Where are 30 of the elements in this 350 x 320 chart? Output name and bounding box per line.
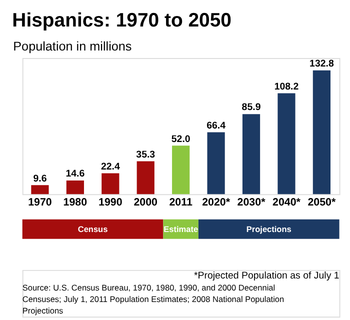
data-label: 85.9 [242,102,262,114]
data-label: 9.6 [33,173,48,184]
text: *Projected Population as of July 1 [194,270,340,282]
x-tick-label: 2020* [202,196,231,208]
bar [278,93,296,194]
chart-title: Hispanics: 1970 to 2050 [12,9,232,32]
data-label: 132.8 [310,58,334,70]
x-tick-label: 1990 [98,196,122,208]
x-tick-label: 2030* [237,196,266,208]
bar [207,132,225,194]
bar [172,146,190,194]
bar [242,114,260,194]
x-tick-label: 1980 [63,196,88,208]
bar [31,185,49,194]
data-label: 108.2 [274,81,300,92]
data-label: 22.4 [100,161,120,172]
bar [102,173,120,194]
data-label: 66.4 [206,120,226,132]
bar [136,161,154,194]
x-tick-label: 2050* [308,196,337,208]
bar [66,180,84,194]
data-label: 52.0 [171,134,190,145]
x-tick-label: 2040* [272,196,302,208]
data-label: 35.3 [136,149,156,160]
data-label: 14.6 [66,168,86,180]
x-tick-label: 2011 [169,196,192,208]
bar [312,70,330,194]
x-tick-label: 1970 [28,196,52,208]
y-axis-title: Population in millions [13,40,132,54]
x-tick-label: 2000 [134,196,158,208]
